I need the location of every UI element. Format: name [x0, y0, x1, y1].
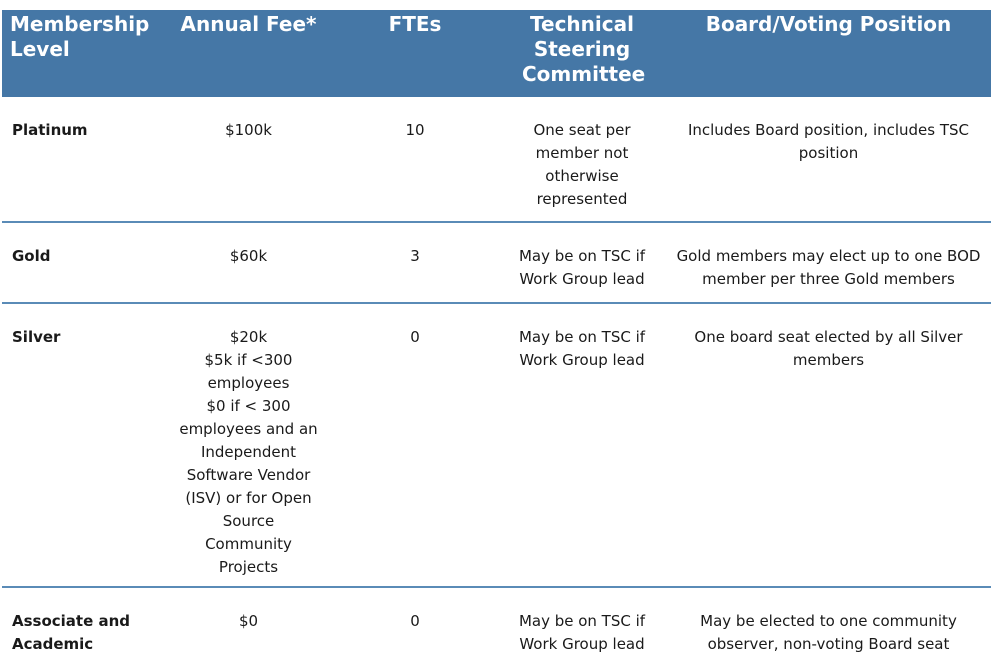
membership-table: Membership Level Annual Fee* FTEs Techni… — [2, 10, 991, 670]
fee-cell: $0 — [165, 587, 332, 670]
fee-line: $60k — [229, 247, 268, 265]
header-tsc: Technical Steering Committee — [498, 10, 666, 97]
fee-line: $100k — [225, 121, 272, 139]
level-cell: Platinum — [2, 97, 165, 223]
header-row: Membership Level Annual Fee* FTEs Techni… — [2, 10, 991, 97]
board-cell: May be elected to one community observer… — [700, 612, 957, 653]
level-cell: Silver — [2, 303, 165, 588]
fee-line: $20k — [229, 328, 268, 346]
fee-line: $0 if < 300 employees and an Independent… — [179, 397, 318, 576]
board-cell: Includes Board position, includes TSC po… — [666, 97, 991, 223]
header-annual-fee: Annual Fee* — [165, 10, 332, 97]
table-row: Gold $60k 3 May be on TSC if Work Group … — [2, 222, 991, 304]
fee-line: $0 — [238, 612, 259, 630]
tsc-cell: One seat per member not otherwise repres… — [498, 97, 666, 223]
table-row: Associate and Academic $0 0 May be on TS… — [2, 587, 991, 670]
tsc-cell: May be on TSC if Work Group lead — [518, 612, 646, 653]
ftes-cell: 3 — [332, 222, 498, 304]
level-cell: Gold — [2, 222, 165, 304]
ftes-cell: 0 — [332, 303, 498, 588]
fee-line: $5k if <300 employees — [204, 351, 293, 392]
header-board-voting: Board/Voting Position — [666, 10, 991, 97]
fee-cell: $100k — [165, 97, 332, 223]
board-cell: One board seat elected by all Silver mem… — [666, 303, 991, 588]
tsc-cell: May be on TSC if Work Group lead — [498, 303, 666, 588]
fee-cell: $20k $5k if <300 employees $0 if < 300 e… — [165, 303, 332, 588]
header-membership-level: Membership Level — [2, 10, 165, 97]
level-cell: Associate and Academic — [12, 612, 131, 653]
tsc-cell: May be on TSC if Work Group lead — [498, 222, 666, 304]
fee-cell: $60k — [165, 222, 332, 304]
header-ftes: FTEs — [332, 10, 498, 97]
board-cell: Gold members may elect up to one BOD mem… — [666, 222, 991, 304]
ftes-cell: 10 — [332, 97, 498, 223]
table-row: Silver $20k $5k if <300 employees $0 if … — [2, 303, 991, 588]
table-row: Platinum $100k 10 One seat per member no… — [2, 97, 991, 223]
ftes-cell: 0 — [410, 612, 420, 630]
